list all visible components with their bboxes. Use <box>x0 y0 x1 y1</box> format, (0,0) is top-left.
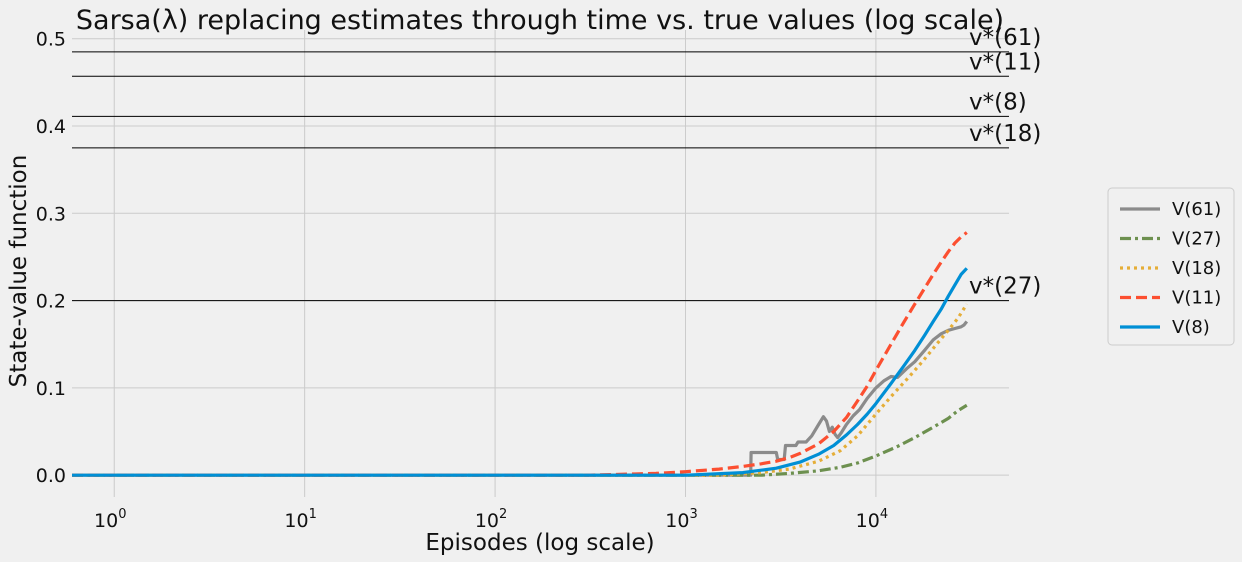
y-tick-label: 0.3 <box>36 203 66 225</box>
y-tick-label: 0.1 <box>36 378 66 400</box>
reference-line-label: v*(11) <box>969 49 1041 75</box>
x-tick-label: 104 <box>856 507 888 532</box>
series-line <box>72 320 969 477</box>
x-tick-label: 100 <box>94 507 126 532</box>
legend-box <box>1107 187 1235 346</box>
y-axis-label: State-value function <box>6 155 32 388</box>
legend-entry: V(11) <box>1172 288 1221 309</box>
y-tick-label: 0.2 <box>36 291 66 313</box>
series-line <box>72 403 968 477</box>
legend-entry: V(8) <box>1172 317 1210 338</box>
legend-entry: V(18) <box>1172 258 1221 279</box>
reference-line-label: v*(61) <box>969 25 1041 51</box>
x-axis-label: Episodes (log scale) <box>425 530 654 556</box>
chart-title: Sarsa(λ) replacing estimates through tim… <box>76 5 1004 36</box>
legend-entry: V(61) <box>1172 199 1221 220</box>
series-line <box>72 231 968 477</box>
legend-entry: V(27) <box>1172 229 1221 250</box>
x-tick-label: 103 <box>665 507 697 532</box>
y-tick-label: 0.4 <box>36 116 66 138</box>
x-tick-label: 101 <box>284 507 316 532</box>
plot-area <box>72 30 1009 497</box>
reference-line-label: v*(8) <box>969 89 1027 115</box>
y-tick-label: 0.5 <box>36 29 66 51</box>
tick-labels: 100 101 102 103 104 0.0 0.1 0.2 0.3 0.4 0.5 <box>36 29 888 532</box>
x-tick-label: 102 <box>475 507 507 532</box>
y-tick-label: 0.0 <box>36 465 66 487</box>
series-line <box>72 267 968 477</box>
legend: V(61) V(27) V(18) V(11) V(8) <box>1107 187 1235 346</box>
series-lines <box>72 231 969 477</box>
reference-lines: v*(61)v*(11) v*(8) v*(18) v*(27) <box>72 25 1041 302</box>
reference-line-label: v*(27) <box>969 274 1041 300</box>
reference-line-label: v*(18) <box>969 121 1041 147</box>
